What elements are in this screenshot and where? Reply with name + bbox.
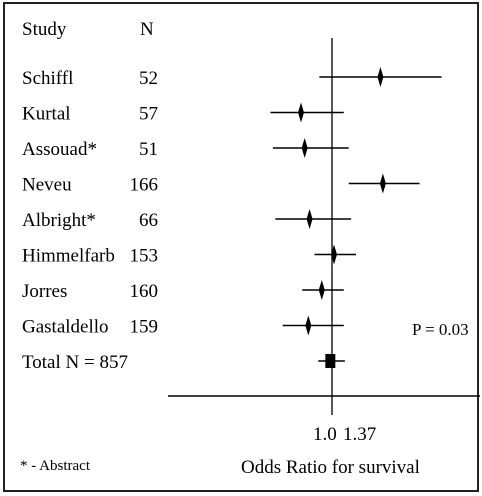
study-n-3: 51 [139, 139, 158, 160]
study-name-8: Gastaldello [22, 317, 109, 338]
total-estimate-marker [325, 354, 336, 368]
point-estimate-5 [306, 209, 313, 229]
study-n-5: 66 [139, 210, 158, 231]
study-name-6: Himmelfarb [22, 246, 115, 267]
study-n-2: 57 [139, 104, 158, 125]
study-name-1: Schiffl [22, 68, 73, 89]
p-value: P = 0.03 [412, 320, 469, 339]
study-rows: Schiffl 52 Kurtal 57 Assouad* 51 Neveu 166 Albri… [22, 67, 442, 373]
point-estimate-4 [379, 173, 386, 194]
footnote: * - Abstract [20, 458, 91, 474]
study-n-8: 159 [130, 317, 159, 338]
n-column-header: N [140, 19, 154, 40]
study-column-header: Study [22, 19, 67, 40]
point-estimate-3 [301, 138, 308, 158]
study-name-4: Neveu [22, 175, 72, 196]
point-estimate-8 [305, 315, 312, 336]
point-estimate-7 [318, 280, 325, 300]
x-axis-label: Odds Ratio for survival [241, 457, 420, 478]
study-name-3: Assouad* [22, 139, 97, 160]
x-tick-label-2: 1.37 [343, 424, 376, 445]
study-name-7: Jorres [22, 281, 67, 302]
study-n-1: 52 [139, 68, 158, 89]
point-estimate-1 [377, 67, 384, 87]
study-name-5: Albright* [22, 210, 96, 231]
study-n-7: 160 [130, 281, 159, 302]
x-tick-label-1: 1.0 [313, 424, 337, 445]
study-name-2: Kurtal [22, 104, 71, 125]
figure-frame [3, 2, 479, 492]
study-n-6: 153 [130, 246, 159, 267]
point-estimate-2 [298, 102, 304, 123]
total-label: Total N = 857 [22, 352, 128, 373]
study-n-4: 166 [130, 175, 159, 196]
